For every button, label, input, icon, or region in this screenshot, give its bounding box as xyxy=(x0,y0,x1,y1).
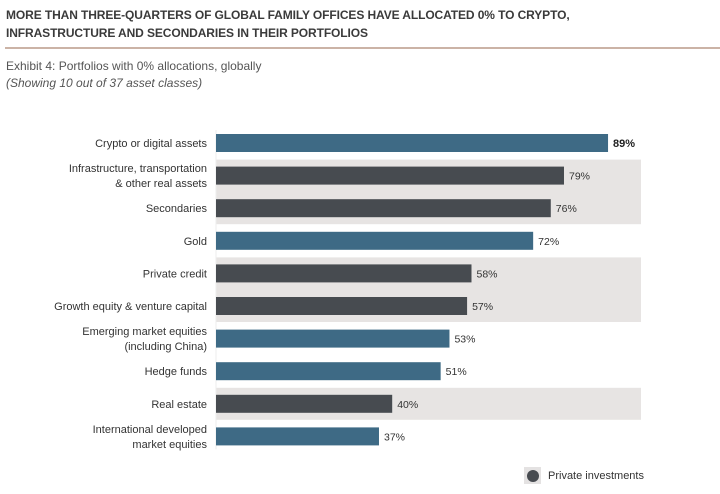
bar xyxy=(216,231,534,250)
category-label: Gold xyxy=(184,236,207,248)
bar xyxy=(216,394,393,413)
legend-dot-icon xyxy=(526,469,539,482)
category-label: Hedge funds xyxy=(145,366,208,378)
value-label: 76% xyxy=(556,203,577,215)
category-label: Emerging market equities xyxy=(82,326,207,338)
value-label: 53% xyxy=(454,334,475,346)
bar xyxy=(216,166,564,185)
category-label: International developed xyxy=(93,424,207,436)
headline-line-1: MORE THAN THREE-QUARTERS OF GLOBAL FAMIL… xyxy=(6,8,570,22)
legend: Private investments xyxy=(524,467,644,484)
headline-line-2: INFRASTRUCTURE AND SECONDARIES IN THEIR … xyxy=(6,26,368,40)
legend-swatch xyxy=(524,467,541,484)
chart-headline: MORE THAN THREE-QUARTERS OF GLOBAL FAMIL… xyxy=(6,6,706,42)
category-label: Growth equity & venture capital xyxy=(54,301,207,313)
headline-divider xyxy=(5,47,720,49)
category-label: Real estate xyxy=(151,399,207,411)
value-label: 40% xyxy=(397,399,418,411)
value-label: 51% xyxy=(446,366,467,378)
bar xyxy=(216,329,450,348)
bar xyxy=(216,199,551,218)
bar xyxy=(216,297,468,315)
bar xyxy=(216,427,379,446)
value-label: 58% xyxy=(476,268,497,280)
category-label: Private credit xyxy=(143,268,207,280)
category-label: Infrastructure, transportation xyxy=(69,163,207,175)
category-label: Secondaries xyxy=(146,203,208,215)
exhibit-title: Exhibit 4: Portfolios with 0% allocation… xyxy=(6,59,262,73)
value-label: 79% xyxy=(569,171,590,183)
category-label: Crypto or digital assets xyxy=(95,138,207,150)
bar xyxy=(216,134,609,152)
value-label: 57% xyxy=(472,301,493,313)
category-label: (including China) xyxy=(124,341,207,353)
category-label: market equities xyxy=(132,439,207,451)
category-label: & other real assets xyxy=(115,178,207,190)
value-label: 89% xyxy=(613,138,635,150)
exhibit-note: (Showing 10 out of 37 asset classes) xyxy=(6,76,203,90)
value-label: 72% xyxy=(538,236,559,248)
bar xyxy=(216,264,472,283)
legend-label: Private investments xyxy=(548,469,644,482)
value-label: 37% xyxy=(384,431,405,443)
bar xyxy=(216,362,441,381)
